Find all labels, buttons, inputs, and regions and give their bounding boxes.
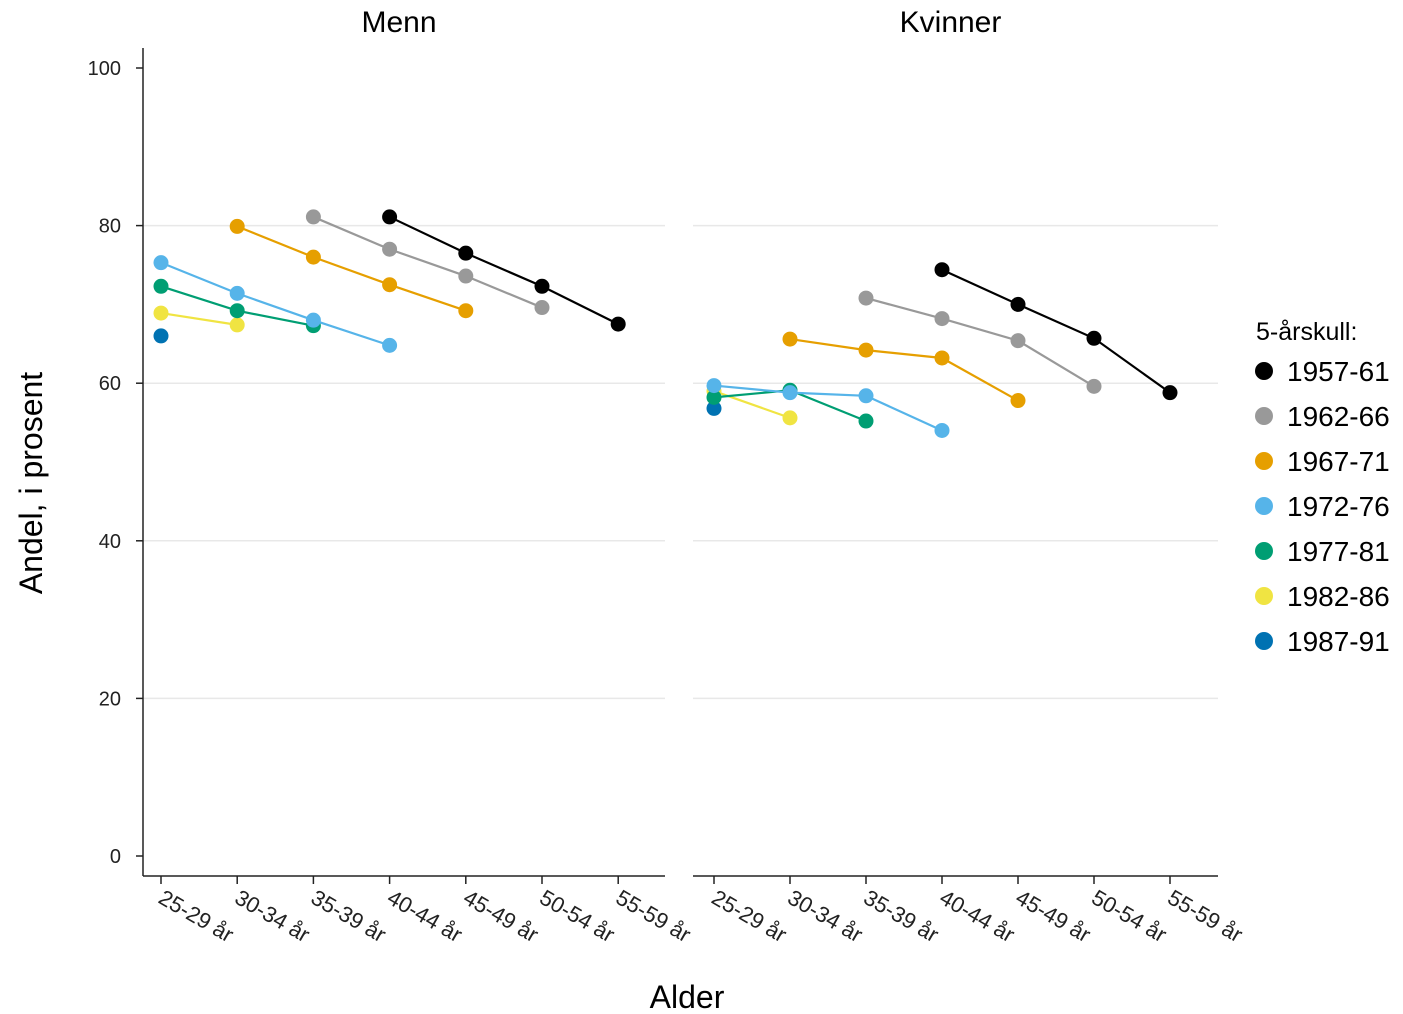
data-point [858,388,874,404]
facet-title: Kvinner [900,6,1002,39]
series-line [713,384,943,432]
legend-label: 1972-76 [1287,491,1390,522]
x-tick-label: 40-44 år [383,885,466,948]
x-tick-label: 35-39 år [860,885,943,948]
x-tick-label: 45-49 år [1012,885,1095,948]
x-tick-label: 40-44 år [936,885,1019,948]
data-point [858,413,874,429]
x-tick-label: 45-49 år [459,885,542,948]
legend-label: 1977-81 [1287,536,1390,567]
legend-swatch [1255,497,1273,515]
data-point [1162,385,1178,401]
data-point [934,311,950,327]
x-axis-title: Alder [650,979,725,1014]
data-point [305,312,321,328]
x-tick-label: 50-54 år [1088,885,1171,948]
data-point [706,389,722,405]
y-axis: 0 20 40 60 80 100 [88,48,144,876]
series-line [312,215,543,309]
legend-label: 1987-91 [1287,626,1390,657]
legend-swatch [1255,632,1273,650]
y-tick-label: 20 [99,688,121,710]
data-point [782,385,798,401]
series-line [160,311,238,326]
data-point [534,300,550,316]
facet-title: Menn [361,6,436,39]
y-tick-label: 80 [99,216,121,238]
legend-swatch [1255,362,1273,380]
series-line [236,225,467,312]
data-point [858,342,874,358]
data-point [305,249,321,265]
data-point [1010,393,1026,409]
data-point [934,262,950,278]
x-tick-label: 55-59 år [612,885,695,948]
data-point [1086,330,1102,346]
legend-swatch [1255,542,1273,560]
data-point [382,241,398,257]
data-point [858,290,874,306]
data-point [153,278,169,294]
legend-swatch [1255,587,1273,605]
x-tick-label: 50-54 år [536,885,619,948]
legend: 5-årskull: 1957-61 1962-66 1967-71 1972-76 19… [1255,318,1390,657]
y-axis-title: Andel, i prosent [13,372,49,594]
data-point [153,328,169,344]
legend-label: 1982-86 [1287,581,1390,612]
data-point [382,337,398,353]
data-point [229,285,245,301]
legend-label: 1957-61 [1287,356,1390,387]
data-point [706,400,722,416]
data-point [229,303,245,319]
data-point [534,278,550,294]
data-point [934,422,950,438]
series-line [789,337,1019,402]
series-line [160,261,390,347]
y-tick-label: 40 [99,531,121,553]
y-tick-label: 0 [110,846,121,868]
legend-title: 5-årskull: [1256,318,1357,346]
data-point [1010,333,1026,349]
series-line [865,297,1095,388]
data-point [458,268,474,284]
data-point [153,305,169,321]
data-point [382,209,398,225]
x-tick-label: 55-59 år [1164,885,1247,948]
data-point [610,316,626,332]
data-point [382,277,398,293]
legend-label: 1962-66 [1287,401,1390,432]
x-tick-label: 25-29 år [708,885,791,948]
data-point [706,378,722,394]
x-tick-label: 30-34 år [784,885,867,948]
x-tick-label: 25-29 år [155,885,238,948]
series-line [713,390,791,419]
series-line [941,268,1171,394]
x-tick-label: 35-39 år [307,885,390,948]
data-point [305,209,321,225]
legend-swatch [1255,452,1273,470]
data-point [1010,296,1026,312]
data-point [1086,378,1102,394]
data-point [458,303,474,319]
data-point [782,331,798,347]
series-line [389,215,619,326]
legend-label: 1967-71 [1287,446,1390,477]
legend-swatch [1255,407,1273,425]
y-tick-label: 60 [99,373,121,395]
data-point [229,317,245,333]
y-tick-label: 100 [88,58,121,80]
data-point [934,350,950,366]
data-point [458,245,474,261]
data-point [782,410,798,426]
data-point [229,218,245,234]
x-tick-label: 30-34 år [231,885,314,948]
data-point [153,255,169,271]
